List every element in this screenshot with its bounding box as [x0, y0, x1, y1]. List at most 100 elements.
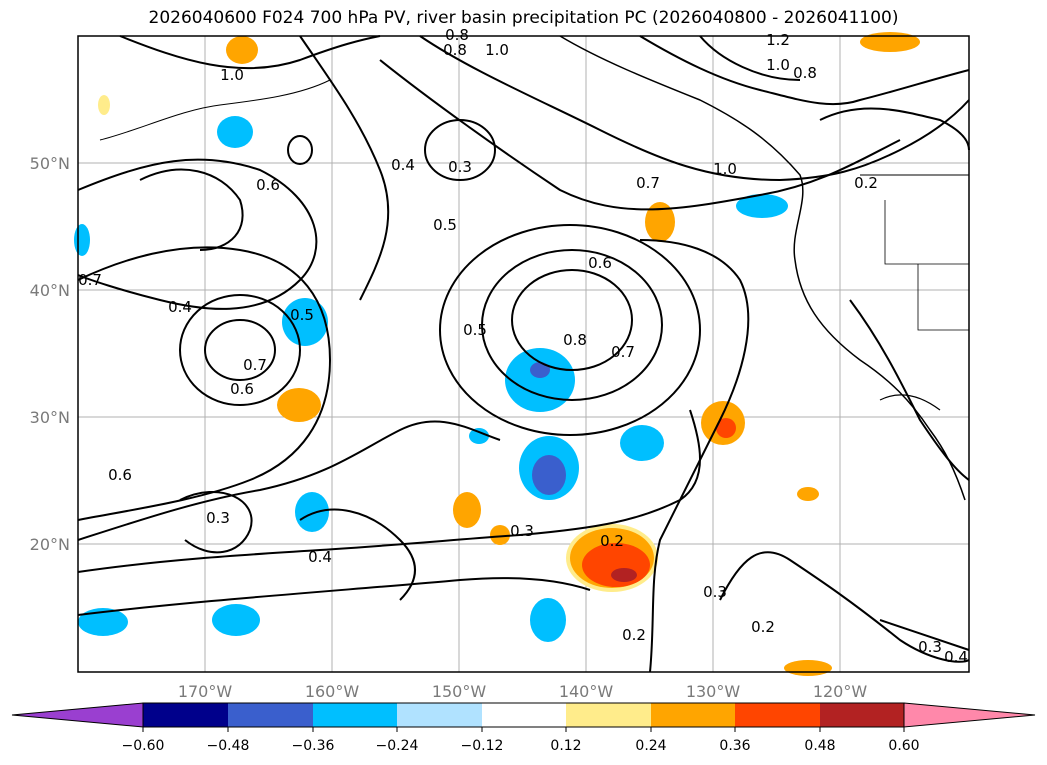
colorbar-segment [651, 703, 735, 727]
map-panel: 1.00.8 1.01.21.00.80.80.60.4 0.30.50.71.00… [74, 26, 970, 676]
colorbar-tick-label: −0.36 [292, 738, 335, 754]
coastlines [99, 35, 969, 501]
contour-label: 0.2 [854, 174, 878, 192]
contour-line [879, 619, 970, 651]
contour-label: 0.3 [206, 509, 230, 527]
longitude-label: 160°W [305, 682, 360, 701]
precip-blob-negative-core [530, 362, 550, 378]
latitude-label: 20°N [30, 535, 70, 554]
precip-blob-negative-core [532, 455, 566, 495]
pv-contours [77, 35, 970, 673]
contour-ring [287, 135, 313, 165]
colorbar-segment [482, 703, 566, 727]
contour-ring [511, 269, 633, 371]
longitude-label: 170°W [178, 682, 233, 701]
colorbar-frame [142, 702, 905, 728]
precip-blob-positive [226, 36, 258, 64]
contour-line [719, 551, 970, 663]
colorbar-tick-label: −0.48 [207, 738, 250, 754]
precip-blob-positive [453, 492, 481, 528]
precip-blob-negative [74, 224, 90, 256]
colorbar-tick-label: −0.12 [461, 738, 504, 754]
contour-label: 0.6 [256, 176, 280, 194]
contour-label: 0.8 [793, 64, 817, 82]
latitude-labels: 50°N 40°N 30°N 20°N [30, 154, 70, 554]
colorbar-tick-label: 0.24 [635, 738, 666, 754]
contour-label: 0.3 [703, 583, 727, 601]
precip-blob-positive [797, 487, 819, 501]
contour-line [849, 299, 970, 481]
contour-label: 0.2 [622, 626, 646, 644]
contour-line [77, 158, 318, 310]
contour-label: 0.5 [290, 306, 314, 324]
latitude-label: 40°N [30, 281, 70, 300]
contour-label: 0.8 [563, 331, 587, 349]
precip-blob-positive [98, 95, 110, 115]
contour-ring [179, 294, 301, 406]
colorbar-extend-min [11, 702, 144, 728]
contour-label: 0.6 [230, 380, 254, 398]
latitude-label: 30°N [30, 408, 70, 427]
contour-line [299, 35, 390, 301]
precip-blob-negative [282, 298, 328, 346]
contour-label: 0.4 [168, 298, 192, 316]
contour-label: 0.4 [944, 648, 968, 666]
latitude-label: 50°N [30, 154, 70, 173]
contour-line [119, 35, 381, 70]
precip-blob-positive [645, 202, 675, 242]
colorbar-segment [820, 703, 904, 727]
precip-blob-negative [620, 425, 664, 461]
contour-line [179, 491, 253, 554]
precip-blob-positive-peak [611, 568, 637, 582]
precip-blob-negative [505, 348, 575, 412]
colorbar: −0.60 −0.48 −0.36 −0.24 −0.12 0.12 0.24 0.36 0.4… [11, 702, 1036, 754]
contour-line [299, 508, 416, 601]
longitude-label: 140°W [559, 682, 614, 701]
precip-blob-negative [78, 608, 128, 636]
contour-label: 0.7 [243, 356, 267, 374]
colorbar-tick-label: 0.60 [888, 738, 919, 754]
contour-line [77, 420, 501, 541]
contour-label: 0.7 [636, 174, 660, 192]
colorbar-extend-max [903, 702, 1036, 728]
contour-line [77, 577, 591, 616]
map-frame [77, 35, 970, 673]
colorbar-tick-label: 0.36 [719, 738, 750, 754]
contour-label: 0.6 [588, 254, 612, 272]
contour-label: 0.3 [510, 522, 534, 540]
colorbar-segment [566, 703, 651, 727]
longitude-labels: 170°W 160°W 150°W 140°W 130°W 120°W [178, 682, 868, 701]
contour-line [639, 35, 970, 106]
contour-ring [204, 319, 276, 381]
colorbar-tick-label: −0.60 [122, 738, 165, 754]
contour-label: 0.3 [448, 158, 472, 176]
contour-label: 0.6 [108, 466, 132, 484]
contour-label: 0.4 [308, 548, 332, 566]
contour-label: 0.2 [751, 618, 775, 636]
precip-blob-positive [490, 525, 510, 545]
contour-label: 1.0 [220, 66, 244, 84]
contour-label: 0.7 [611, 343, 635, 361]
colorbar-tick-label: 0.48 [804, 738, 835, 754]
colorbar-tick-label: −0.24 [376, 738, 419, 754]
contour-line [639, 239, 750, 673]
longitude-label: 130°W [686, 682, 741, 701]
contour-ring [439, 224, 701, 436]
contour-label: 0.2 [600, 532, 624, 550]
contour-label: 0.3 [918, 638, 942, 656]
precip-blob-negative [212, 604, 260, 636]
longitude-label: 120°W [813, 682, 868, 701]
contour-label: 1.0 [713, 160, 737, 178]
precip-blob-negative [217, 116, 253, 148]
precip-blob-negative [530, 598, 566, 642]
colorbar-segment [735, 703, 820, 727]
precip-blob-positive-core [716, 418, 736, 438]
precip-blob-positive [277, 388, 321, 422]
contour-label: 1.0 [766, 56, 790, 74]
longitude-label: 150°W [432, 682, 487, 701]
contour-line [77, 246, 332, 521]
contour-label: 0.8 [445, 26, 469, 44]
precip-blob-positive [784, 660, 832, 676]
colorbar-segment [228, 703, 313, 727]
